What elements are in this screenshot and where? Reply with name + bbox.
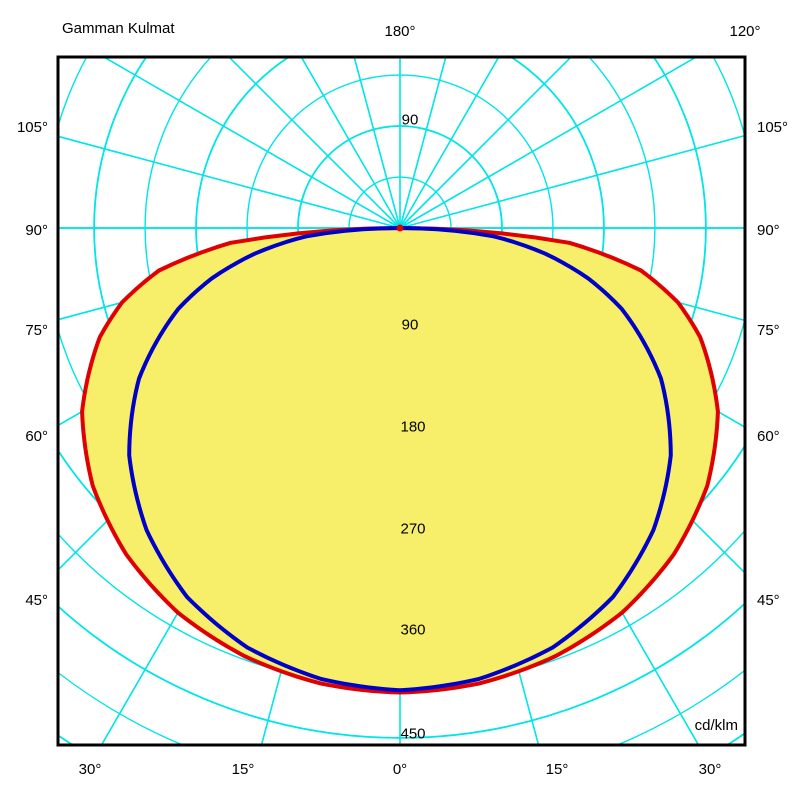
radial-value-label: 360 bbox=[400, 621, 426, 639]
right-angle-label: 75° bbox=[757, 322, 780, 339]
grid-spoke bbox=[58, 135, 401, 229]
page-title: Gamman Kulmat bbox=[62, 20, 175, 37]
left-angle-label: 105° bbox=[16, 119, 48, 136]
units-label: cd/klm bbox=[694, 717, 738, 734]
pole-marker bbox=[396, 224, 404, 232]
curve-c90-c270 bbox=[127, 226, 673, 693]
radial-value-label: 90 bbox=[401, 316, 419, 334]
curve-c0-c180 bbox=[80, 226, 720, 695]
grid-spoke bbox=[227, 57, 401, 229]
top-angle-label: 180° bbox=[384, 23, 416, 40]
bottom-angle-label: 15° bbox=[231, 761, 255, 778]
grid-spoke bbox=[399, 57, 447, 229]
left-angle-label: 60° bbox=[25, 428, 48, 445]
left-angle-label: 45° bbox=[25, 592, 48, 609]
distribution-fill bbox=[82, 228, 718, 693]
grid-spoke bbox=[399, 57, 573, 229]
grid-spoke bbox=[353, 57, 401, 229]
grid-spoke bbox=[300, 57, 401, 229]
plot-frame bbox=[56, 55, 747, 747]
left-angle-label: 90° bbox=[25, 222, 48, 239]
radial-value-label: 180 bbox=[400, 418, 426, 436]
left-angle-label: 75° bbox=[25, 322, 48, 339]
grid-spoke bbox=[399, 57, 698, 229]
grid-spoke bbox=[102, 57, 401, 229]
data-layer bbox=[80, 224, 720, 695]
radial-value-label: 90 bbox=[401, 111, 419, 129]
right-angle-label: 105° bbox=[757, 119, 789, 136]
grid-spoke bbox=[399, 134, 745, 229]
bottom-angle-label: 30° bbox=[78, 761, 102, 778]
right-angle-label: 60° bbox=[757, 428, 780, 445]
bottom-angle-label: 30° bbox=[698, 761, 722, 778]
radial-value-label: 270 bbox=[400, 520, 426, 538]
bottom-angle-label: 0° bbox=[392, 761, 408, 778]
radial-value-label: 450 bbox=[400, 725, 426, 743]
bottom-angle-label: 15° bbox=[545, 761, 569, 778]
grid-spoke bbox=[399, 57, 500, 229]
right-angle-label: 90° bbox=[757, 222, 780, 239]
top-angle-label: 120° bbox=[729, 23, 761, 40]
right-angle-label: 45° bbox=[757, 592, 780, 609]
